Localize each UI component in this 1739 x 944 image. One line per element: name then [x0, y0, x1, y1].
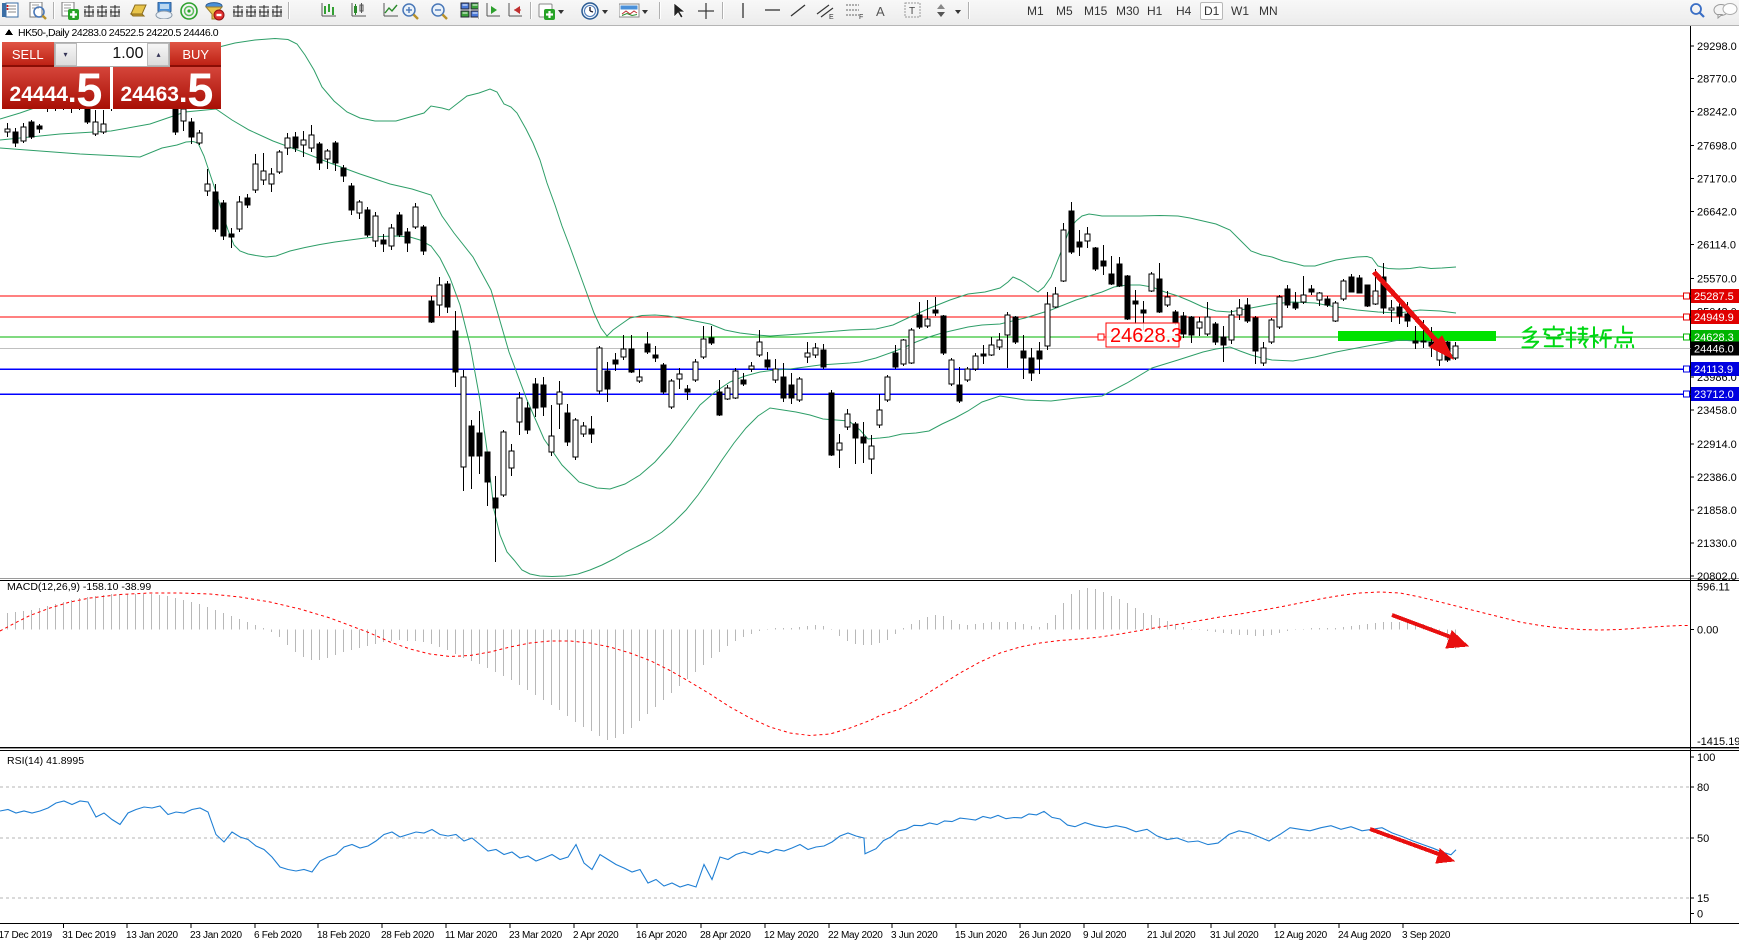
svg-text:MACD(12,26,9) -158.10 -38.99: MACD(12,26,9) -158.10 -38.99: [7, 581, 151, 593]
svg-text:24628.3: 24628.3: [1694, 332, 1734, 344]
svg-text:25287.5: 25287.5: [1694, 291, 1734, 303]
svg-text:3 Sep 2020: 3 Sep 2020: [1402, 930, 1451, 941]
svg-text:3 Jun 2020: 3 Jun 2020: [891, 930, 938, 941]
svg-text:28242.0: 28242.0: [1697, 107, 1737, 119]
svg-text:RSI(14) 41.8995: RSI(14) 41.8995: [7, 755, 84, 767]
svg-text:2 Apr 2020: 2 Apr 2020: [573, 930, 619, 941]
svg-text:29298.0: 29298.0: [1697, 41, 1737, 53]
svg-text:17 Dec 2019: 17 Dec 2019: [0, 930, 53, 941]
svg-text:HK50-,Daily 24283.0 24522.5 2: HK50-,Daily 24283.0 24522.5 24220.5 2444…: [18, 27, 219, 39]
svg-text:12 Aug 2020: 12 Aug 2020: [1274, 930, 1328, 941]
svg-text:23 Jan 2020: 23 Jan 2020: [190, 930, 242, 941]
svg-text:16 Apr 2020: 16 Apr 2020: [636, 930, 687, 941]
svg-text:15: 15: [1697, 893, 1709, 905]
svg-text:24949.9: 24949.9: [1694, 312, 1734, 324]
svg-text:9 Jul 2020: 9 Jul 2020: [1083, 930, 1127, 941]
svg-text:F: F: [859, 14, 863, 20]
svg-text:27170.0: 27170.0: [1697, 174, 1737, 186]
svg-text:23712.0: 23712.0: [1694, 389, 1734, 401]
svg-text:22386.0: 22386.0: [1697, 472, 1737, 484]
svg-text:28 Feb 2020: 28 Feb 2020: [381, 930, 435, 941]
svg-text:12 May 2020: 12 May 2020: [764, 930, 819, 941]
svg-text:-1415.19: -1415.19: [1697, 736, 1739, 748]
svg-text:24113.9: 24113.9: [1694, 364, 1733, 376]
svg-text:24628.3: 24628.3: [1110, 325, 1182, 347]
svg-text:18 Feb 2020: 18 Feb 2020: [317, 930, 371, 941]
svg-text:26642.0: 26642.0: [1697, 207, 1737, 219]
svg-text:15 Jun 2020: 15 Jun 2020: [955, 930, 1007, 941]
svg-text:0.00: 0.00: [1697, 624, 1718, 636]
svg-text:31 Jul 2020: 31 Jul 2020: [1210, 930, 1259, 941]
svg-text:0: 0: [1697, 909, 1703, 921]
svg-text:11 Mar 2020: 11 Mar 2020: [445, 930, 498, 941]
svg-text:50: 50: [1697, 833, 1709, 845]
svg-text:23458.0: 23458.0: [1697, 405, 1737, 417]
svg-text:21858.0: 21858.0: [1697, 505, 1737, 517]
svg-text:80: 80: [1697, 782, 1709, 794]
svg-text:28 Apr 2020: 28 Apr 2020: [700, 930, 751, 941]
svg-text:21330.0: 21330.0: [1697, 538, 1737, 550]
svg-text:21 Jul 2020: 21 Jul 2020: [1147, 930, 1196, 941]
svg-text:6 Feb 2020: 6 Feb 2020: [254, 930, 302, 941]
svg-text:31 Dec 2019: 31 Dec 2019: [62, 930, 116, 941]
svg-text:27698.0: 27698.0: [1697, 141, 1737, 153]
svg-text:26114.0: 26114.0: [1697, 239, 1736, 251]
svg-text:E: E: [829, 14, 834, 20]
svg-text:25570.0: 25570.0: [1697, 273, 1737, 285]
svg-text:596.11: 596.11: [1697, 582, 1730, 594]
svg-text:24 Aug 2020: 24 Aug 2020: [1338, 930, 1392, 941]
svg-text:20802.0: 20802.0: [1697, 571, 1737, 583]
svg-text:22 May 2020: 22 May 2020: [828, 930, 883, 941]
svg-text:23 Mar 2020: 23 Mar 2020: [509, 930, 563, 941]
svg-text:26 Jun 2020: 26 Jun 2020: [1019, 930, 1071, 941]
svg-text:24446.0: 24446.0: [1694, 343, 1734, 355]
svg-text:T: T: [909, 6, 915, 17]
svg-text:22914.0: 22914.0: [1697, 439, 1737, 451]
svg-text:13 Jan 2020: 13 Jan 2020: [126, 930, 178, 941]
svg-text:100: 100: [1697, 752, 1715, 764]
svg-text:28770.0: 28770.0: [1697, 74, 1737, 86]
